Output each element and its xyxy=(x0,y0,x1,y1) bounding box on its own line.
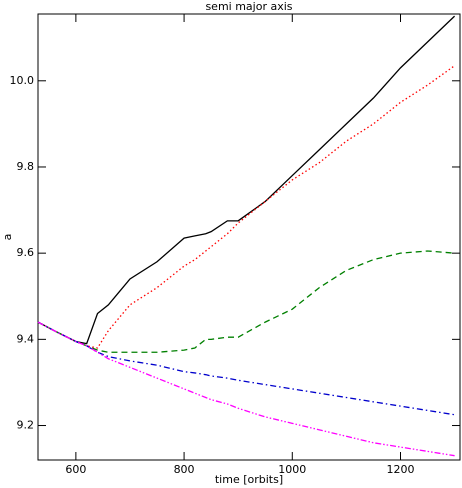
y-tick-label: 9.6 xyxy=(17,246,35,259)
y-tick-label: 10.0 xyxy=(10,74,35,87)
y-axis-label: a xyxy=(1,234,14,241)
y-tick-label: 9.8 xyxy=(17,160,35,173)
series-line xyxy=(37,250,455,353)
y-tick-label: 9.4 xyxy=(17,332,35,345)
plot-frame xyxy=(37,13,461,461)
x-axis-label: time [orbits] xyxy=(215,473,283,486)
chart-title: semi major axis xyxy=(205,0,292,13)
x-tick-label: 800 xyxy=(174,463,195,476)
x-tick-label: 600 xyxy=(65,463,86,476)
series-line xyxy=(37,321,455,457)
series-line xyxy=(37,65,455,349)
y-tick-label: 9.2 xyxy=(17,419,35,432)
series-line xyxy=(37,15,456,345)
x-tick-label: 1200 xyxy=(386,463,414,476)
series-line xyxy=(37,321,455,416)
x-tick-label: 1000 xyxy=(278,463,306,476)
